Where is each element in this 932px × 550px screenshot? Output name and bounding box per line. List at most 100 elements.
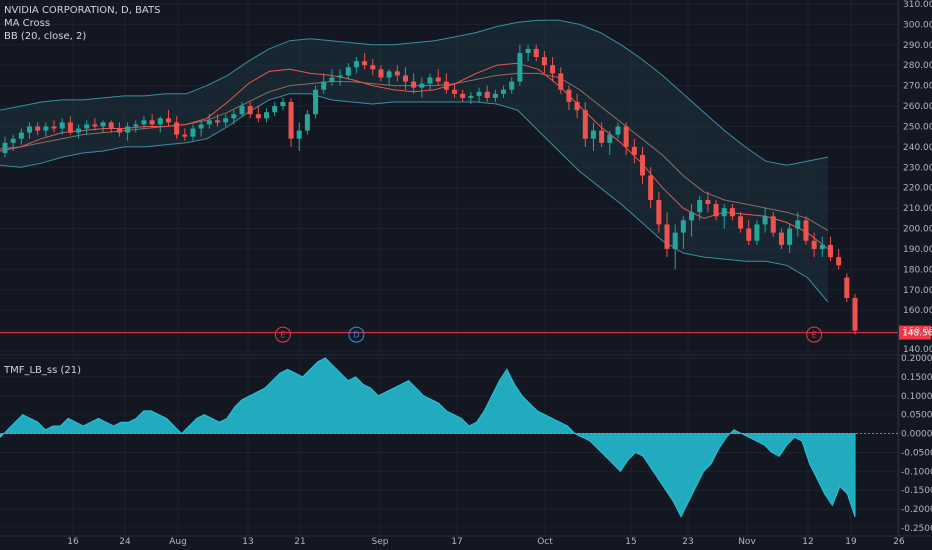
tmf-tick-label: -0.2500 [901, 524, 932, 534]
candle-body [721, 208, 727, 217]
tmf-point [741, 433, 743, 435]
time-tick-label: 17 [451, 537, 462, 547]
tmf-point [793, 436, 795, 438]
price-tick-label: 210.00 [903, 204, 932, 214]
candle-body [370, 65, 376, 70]
tmf-point [514, 383, 516, 385]
event-marker-e: E [274, 326, 291, 343]
time-tick-label: Nov [738, 537, 756, 547]
candle-body [492, 93, 498, 98]
candle-body [443, 81, 449, 90]
tmf-point [377, 395, 379, 397]
candle-body [141, 120, 147, 125]
candle-body [574, 101, 580, 111]
tmf-point [733, 429, 735, 431]
candle-body [239, 106, 245, 115]
time-tick-label: Oct [537, 537, 553, 547]
candle-body [108, 122, 114, 129]
tmf-point [302, 376, 304, 378]
candle-body [656, 199, 662, 225]
tmf-point [672, 501, 674, 503]
tmf-point [476, 421, 478, 423]
candle-body [116, 128, 122, 133]
price-tick-label: 180.00 [903, 265, 932, 275]
tmf-point [801, 440, 803, 442]
candle-body [811, 240, 817, 249]
tmf-point [657, 478, 659, 480]
tmf-point [415, 387, 417, 389]
candle-body [51, 126, 57, 129]
candle-body [729, 208, 735, 217]
candle-body [27, 126, 33, 133]
candle-body [247, 106, 253, 115]
candle-body [313, 89, 319, 115]
tmf-point [226, 417, 228, 419]
tmf-point [385, 391, 387, 393]
tmf-point [680, 516, 682, 518]
price-tick-label: 160.00 [903, 306, 932, 316]
candle-body [362, 61, 368, 66]
tmf-point [90, 421, 92, 423]
tmf-tick-label: 0.1500 [901, 373, 932, 383]
candle-body [35, 126, 41, 131]
time-tick-label: 26 [893, 537, 905, 547]
tmf-point [816, 478, 818, 480]
price-tick-label: 290.00 [903, 41, 932, 51]
candle-body [705, 199, 711, 205]
tmf-point [650, 467, 652, 469]
candle-body [198, 124, 204, 129]
candle-body [468, 95, 474, 98]
time-tick-label: 21 [294, 537, 305, 547]
tmf-point [218, 421, 220, 423]
tmf-point [400, 383, 402, 385]
time-tick-label: 13 [242, 537, 253, 547]
tmf-point [491, 395, 493, 397]
tmf-point [665, 489, 667, 491]
event-marker-label: E [280, 331, 285, 340]
candle-body [509, 81, 515, 90]
tmf-point [0, 436, 1, 438]
tmf-point [589, 440, 591, 442]
legend-tmf: TMF_LB_ss (21) [4, 365, 82, 376]
tmf-point [521, 395, 523, 397]
tmf-point [771, 451, 773, 453]
candle-body [337, 75, 343, 78]
tmf-point [703, 470, 705, 472]
candle-body [639, 155, 646, 176]
tmf-point [559, 421, 561, 423]
price-tick-label: 300.00 [903, 20, 932, 30]
candle-body [165, 118, 171, 123]
candle-body [43, 126, 49, 131]
candle-body [476, 91, 482, 96]
tmf-point [355, 376, 357, 378]
candle-body [623, 126, 629, 147]
candle-body [59, 122, 65, 129]
candle-body [18, 132, 24, 139]
tmf-point [347, 380, 349, 382]
candle-body [402, 75, 408, 82]
candle-body [566, 89, 572, 102]
tmf-point [44, 429, 46, 431]
tmf-point [196, 417, 198, 419]
tmf-point [778, 455, 780, 457]
candle-body [697, 199, 703, 213]
tmf-point [627, 459, 629, 461]
candle-body [631, 146, 637, 156]
price-tick-label: 140.00 [903, 345, 932, 355]
candle-body [599, 130, 605, 143]
candle-body [533, 48, 539, 58]
candle-body [190, 128, 196, 137]
tmf-point [498, 380, 500, 382]
tmf-point [445, 410, 447, 412]
tmf-point [604, 455, 606, 457]
tmf-point [423, 395, 425, 397]
tmf-point [82, 425, 84, 427]
time-tick-label: 12 [802, 537, 813, 547]
tmf-point [128, 421, 130, 423]
tmf-point [370, 387, 372, 389]
candle-body [517, 52, 523, 82]
legend-bollinger-bands: BB (20, close, 2) [4, 31, 87, 42]
candle-body [2, 142, 8, 154]
